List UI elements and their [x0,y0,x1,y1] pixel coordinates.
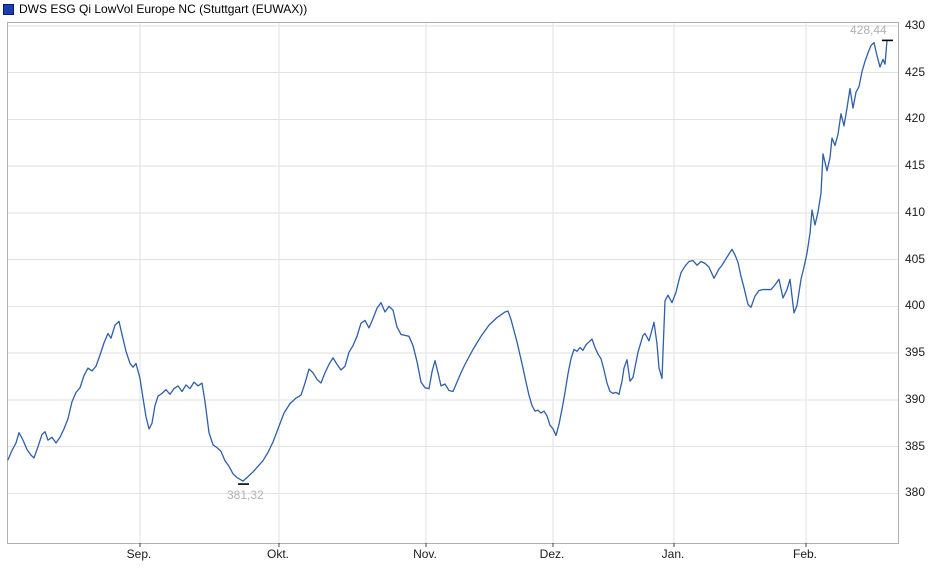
x-axis-month-label: Okt. [266,547,289,561]
x-axis-month-label: Jan. [661,547,685,561]
price-line [7,39,888,482]
min-value-annotation: 381,32 [227,488,264,503]
chart-canvas [7,23,898,547]
y-axis-tick-label: 420 [905,111,926,126]
y-axis-tick-label: 415 [905,158,926,173]
y-axis-tick-label: 380 [905,485,926,500]
y-axis-tick-label: 425 [905,64,926,79]
y-axis-tick-label: 405 [905,251,926,266]
x-axis-month-label: Dez. [539,547,565,561]
y-axis-tick-label: 430 [905,17,926,32]
y-axis-tick-label: 410 [905,204,926,219]
last-value-annotation: 428,44 [850,23,887,38]
series-legend-icon [3,3,14,15]
y-axis-tick-label: 390 [905,391,926,406]
y-axis-tick-label: 400 [905,298,926,313]
chart-title-text: DWS ESG Qi LowVol Europe NC (Stuttgart (… [19,2,308,16]
x-axis-month-label: Nov. [413,547,437,561]
y-axis-tick-label: 385 [905,438,926,453]
x-axis-month-label: Sep. [126,547,152,561]
y-axis-tick-label: 395 [905,345,926,360]
chart-legend: DWS ESG Qi LowVol Europe NC (Stuttgart (… [3,2,307,16]
x-axis-month-label: Feb. [792,547,817,561]
plot-area [7,22,899,547]
